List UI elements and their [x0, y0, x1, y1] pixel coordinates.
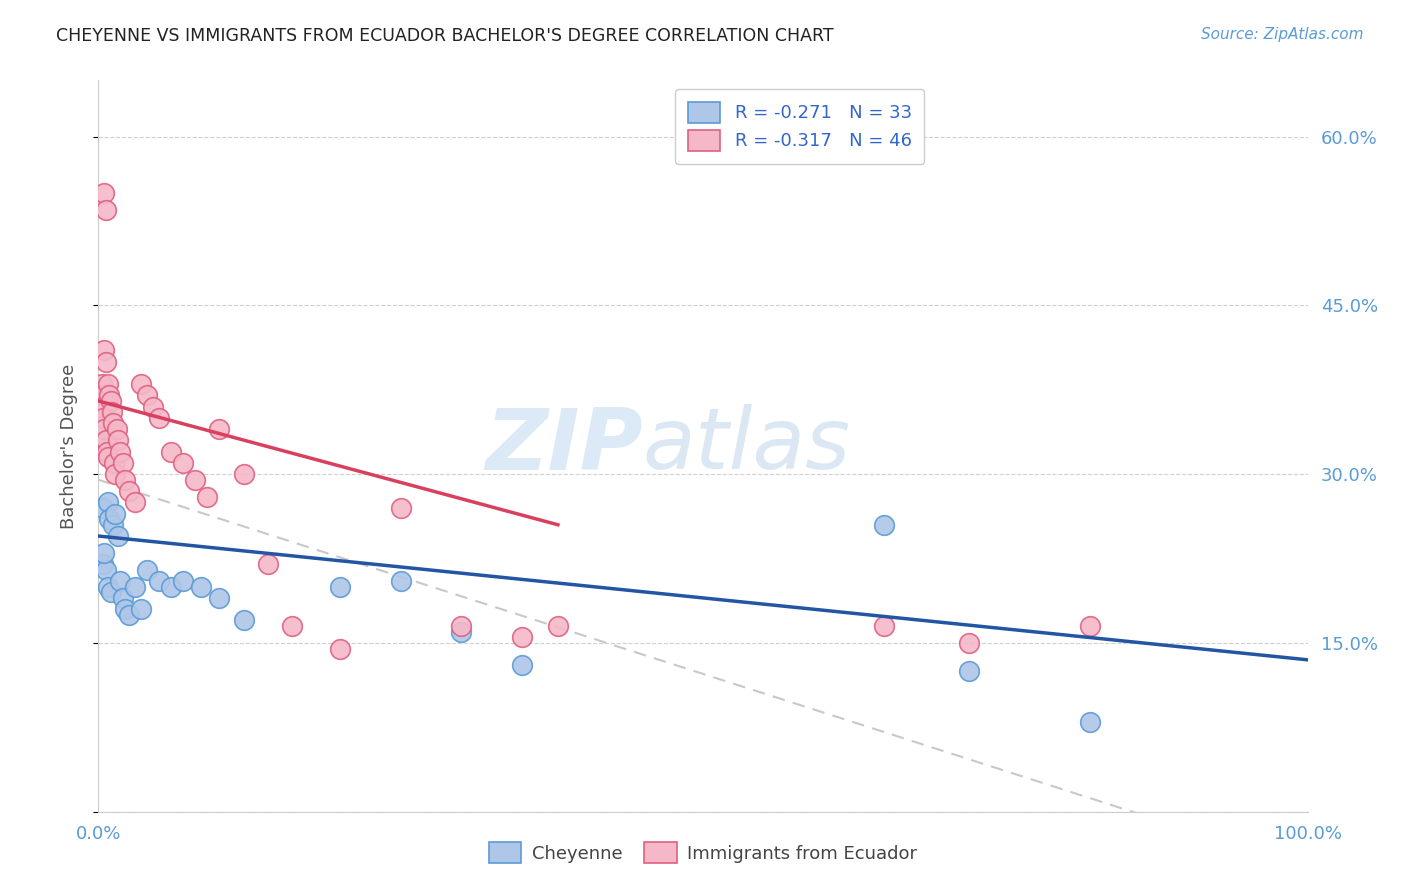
Point	[450, 624, 472, 639]
Text: atlas: atlas	[643, 404, 851, 488]
Point	[100, 394, 122, 409]
Point	[160, 580, 183, 594]
Point	[97, 450, 120, 465]
Point	[101, 417, 124, 431]
Point	[96, 444, 118, 458]
Point	[104, 507, 127, 521]
Point	[100, 405, 122, 419]
Point	[232, 614, 254, 628]
Point	[547, 619, 569, 633]
Point	[135, 563, 157, 577]
Point	[184, 473, 207, 487]
Point	[111, 591, 134, 605]
Point	[93, 422, 115, 436]
Point	[118, 607, 141, 622]
Point	[93, 546, 115, 560]
Y-axis label: Bachelor's Degree: Bachelor's Degree	[59, 363, 77, 529]
Point	[329, 641, 352, 656]
Point	[281, 619, 304, 633]
Point	[160, 444, 183, 458]
Point	[329, 580, 352, 594]
Point	[91, 500, 114, 515]
Point	[97, 580, 120, 594]
Point	[957, 636, 980, 650]
Point	[97, 377, 120, 392]
Point	[190, 580, 212, 594]
Point	[107, 529, 129, 543]
Point	[129, 377, 152, 392]
Point	[142, 400, 165, 414]
Point	[510, 630, 533, 644]
Point	[104, 467, 127, 482]
Point	[98, 512, 121, 526]
Point	[94, 434, 117, 448]
Point	[108, 574, 131, 588]
Point	[389, 574, 412, 588]
Point	[129, 602, 152, 616]
Text: ZIP: ZIP	[485, 404, 643, 488]
Point	[135, 388, 157, 402]
Point	[124, 580, 146, 594]
Point	[957, 664, 980, 678]
Point	[101, 517, 124, 532]
Point	[124, 495, 146, 509]
Point	[98, 388, 121, 402]
Point	[873, 517, 896, 532]
Point	[1078, 619, 1101, 633]
Point	[93, 343, 115, 358]
Point	[114, 602, 136, 616]
Point	[94, 202, 117, 217]
Point	[114, 473, 136, 487]
Point	[108, 444, 131, 458]
Point	[91, 400, 114, 414]
Point	[103, 456, 125, 470]
Legend: Cheyenne, Immigrants from Ecuador: Cheyenne, Immigrants from Ecuador	[475, 830, 931, 876]
Point	[195, 490, 218, 504]
Point	[450, 619, 472, 633]
Point	[91, 410, 114, 425]
Point	[94, 563, 117, 577]
Point	[100, 585, 122, 599]
Point	[91, 377, 114, 392]
Point	[172, 456, 194, 470]
Point	[256, 557, 278, 571]
Point	[172, 574, 194, 588]
Point	[107, 434, 129, 448]
Point	[94, 434, 117, 448]
Point	[97, 495, 120, 509]
Point	[148, 574, 170, 588]
Point	[873, 619, 896, 633]
Point	[232, 467, 254, 482]
Point	[148, 410, 170, 425]
Point	[208, 422, 231, 436]
Point	[94, 354, 117, 368]
Point	[91, 557, 114, 571]
Point	[91, 388, 114, 402]
Point	[208, 591, 231, 605]
Point	[1078, 714, 1101, 729]
Point	[105, 422, 128, 436]
Point	[510, 658, 533, 673]
Point	[94, 410, 117, 425]
Point	[111, 456, 134, 470]
Point	[118, 483, 141, 498]
Text: Source: ZipAtlas.com: Source: ZipAtlas.com	[1201, 27, 1364, 42]
Point	[93, 186, 115, 200]
Text: CHEYENNE VS IMMIGRANTS FROM ECUADOR BACHELOR'S DEGREE CORRELATION CHART: CHEYENNE VS IMMIGRANTS FROM ECUADOR BACH…	[56, 27, 834, 45]
Point	[389, 500, 412, 515]
